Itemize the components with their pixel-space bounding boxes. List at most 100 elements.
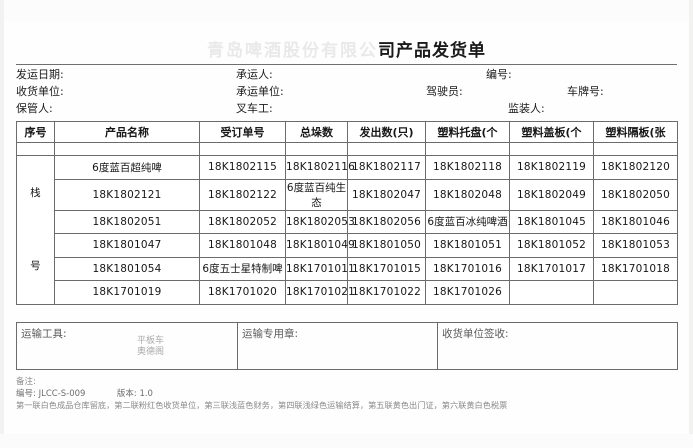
transport-tool-handwriting: 平板车 奥德阁: [137, 336, 164, 358]
spacer-cell: [347, 142, 426, 156]
cell-cover[interactable]: 18K1801052: [509, 233, 594, 258]
field-carrier-label: 承运人:: [236, 68, 273, 81]
cell-order-no[interactable]: 18K1802115: [199, 155, 286, 180]
header-row-2: 收货单位: 承运单位: 驾驶员: 车牌号:: [16, 83, 677, 100]
col-header-order-no: 受订单号: [199, 121, 286, 143]
cell-order-no[interactable]: 18K1802052: [199, 209, 286, 234]
cell-divider[interactable]: 18K1801046: [593, 209, 678, 234]
field-doc-number-label: 编号:: [486, 68, 512, 81]
field-plate-number-label: 车牌号:: [567, 85, 604, 98]
header-row-3: 保管人: 叉车工: 监装人:: [16, 100, 677, 117]
cell-pallet[interactable]: 18K1801051: [425, 233, 510, 258]
col-header-stack-qty: 总垛数: [285, 121, 348, 143]
cell-issued[interactable]: 18K1802117: [347, 155, 426, 180]
cell-product[interactable]: 18K1701019: [54, 280, 200, 305]
cell-divider[interactable]: 18K1701018: [593, 256, 678, 281]
transport-seal-label: 运输专用章:: [242, 328, 299, 340]
col-header-issued-qty: 发出数(只): [347, 121, 426, 143]
cell-product[interactable]: 6度蓝百超纯啤: [54, 155, 200, 180]
footer-table: 运输工具: 平板车 奥德阁 运输专用章: 收货单位签收:: [16, 322, 678, 370]
cell-divider[interactable]: 18K1802120: [593, 155, 678, 180]
table-row[interactable]: 18K1802121 18K1802122 6度蓝百纯生态 18K1802047…: [17, 178, 678, 211]
form-code-label: 编号:: [16, 389, 36, 399]
bottom-notes: 备注: 编号: JLCC-S-009 版本: 1.0 第一联白色成品仓库留底，第…: [16, 377, 686, 411]
index-column-cell: 栈 号: [16, 155, 55, 305]
table-row[interactable]: 18K1802051 18K1802052 18K1802053 18K1802…: [17, 209, 678, 234]
spacer-cell: [54, 142, 200, 156]
cell-issued[interactable]: 18K1701022: [347, 280, 426, 305]
remark-label: 备注:: [16, 377, 36, 387]
title-main-text: 司产品发货单: [378, 41, 486, 61]
footer-cell-transport-seal[interactable]: 运输专用章:: [237, 322, 438, 370]
cell-stack-qty[interactable]: 6度蓝百纯生态: [285, 178, 348, 211]
cell-product[interactable]: 18K1802121: [54, 178, 200, 211]
products-table: 序号 产品名称 受订单号 总垛数 发出数(只) 塑料托盘(个 塑料盖板(个 塑料…: [16, 121, 678, 305]
cell-cover[interactable]: [509, 280, 594, 305]
col-header-pallet: 塑料托盘(个: [425, 121, 510, 143]
cell-stack-qty[interactable]: 18K1802116: [285, 155, 355, 180]
table-row[interactable]: 栈 号 6度蓝百超纯啤 18K1802115 18K1802116 18K180…: [16, 155, 678, 305]
version-value: 1.0: [139, 389, 153, 399]
header-fields: 发运日期: 承运人: 编号: 收货单位: 承运单位: 驾驶员: 车牌号: 保管人…: [16, 66, 677, 118]
cell-pallet[interactable]: 18K1802048: [425, 178, 510, 211]
transport-tool-label: 运输工具:: [21, 328, 67, 340]
table-spacer-row: [16, 142, 678, 156]
footer-cell-transport-tool[interactable]: 运输工具: 平板车 奥德阁: [16, 322, 238, 370]
field-forklift-op-label: 叉车工:: [236, 102, 273, 115]
cell-product[interactable]: 18K1801047: [54, 233, 200, 258]
cell-issued[interactable]: 18K1802047: [347, 178, 426, 211]
col-header-divider: 塑料隔板(张: [593, 121, 678, 143]
version-label: 版本:: [116, 389, 137, 399]
cell-product[interactable]: 18K1801054: [54, 256, 200, 281]
cell-pallet[interactable]: 6度蓝百冰纯啤酒: [425, 209, 510, 234]
col-header-index: 序号: [16, 121, 55, 143]
handwriting-line-1: 平板车: [137, 336, 165, 346]
cell-stack-qty[interactable]: 18K1701011: [285, 256, 355, 281]
footer-row: 运输工具: 平板车 奥德阁 运输专用章: 收货单位签收:: [16, 322, 678, 370]
cell-order-no[interactable]: 6度五士星特制啤: [199, 256, 286, 281]
scan-margin-top: [0, 0, 693, 22]
table-row[interactable]: 18K1701019 18K1701020 18K1701021 18K1701…: [17, 280, 678, 305]
footer-cell-receiver-sign[interactable]: 收货单位签收:: [437, 322, 678, 370]
cell-cover[interactable]: 18K1701017: [509, 256, 594, 281]
cell-product[interactable]: 18K1802051: [54, 209, 200, 234]
cell-cover[interactable]: 18K1802049: [509, 178, 594, 211]
scan-margin-left: [0, 0, 4, 448]
cell-cover[interactable]: 18K1801045: [509, 209, 594, 234]
cell-stack-qty[interactable]: 18K1801049: [285, 233, 355, 258]
index-char-1: 栈: [30, 186, 41, 199]
cell-stack-qty[interactable]: 18K1802053: [285, 209, 355, 234]
cell-stack-qty[interactable]: 18K1701021: [285, 280, 355, 305]
spacer-cell: [593, 142, 678, 156]
copies-distribution-note: 第一联白色成品仓库留底，第二联粉红色收货单位，第三联浅蓝色财务，第四联浅绿色运输…: [16, 400, 508, 410]
receiver-sign-label: 收货单位签收:: [442, 328, 509, 340]
header-divider: [16, 64, 677, 65]
field-carrier-unit-label: 承运单位:: [236, 85, 284, 98]
cell-order-no[interactable]: 18K1701020: [199, 280, 286, 305]
spacer-index-cell: [16, 142, 55, 156]
form-code-value: JLCC-S-009: [38, 389, 86, 399]
handwriting-line-2: 奥德阁: [137, 347, 165, 357]
cell-issued[interactable]: 18K1801050: [347, 233, 426, 258]
field-ship-date-label: 发运日期:: [16, 68, 64, 81]
table-row[interactable]: 18K1801047 18K1801048 18K1801049 18K1801…: [17, 233, 678, 258]
cell-pallet[interactable]: 18K1802118: [425, 155, 510, 180]
table-row[interactable]: 18K1801054 6度五士星特制啤 18K1701011 18K170101…: [17, 256, 678, 281]
cell-order-no[interactable]: 18K1801048: [199, 233, 286, 258]
spacer-cell: [199, 142, 286, 156]
col-header-product: 产品名称: [54, 121, 200, 143]
cell-issued[interactable]: 18K1701015: [347, 256, 426, 281]
cell-divider[interactable]: [593, 280, 678, 305]
scan-margin-right: [689, 0, 693, 448]
spacer-cell: [509, 142, 594, 156]
cell-divider[interactable]: 18K1802050: [593, 178, 678, 211]
cell-pallet[interactable]: 18K1701016: [425, 256, 510, 281]
cell-order-no[interactable]: 18K1802122: [199, 178, 286, 211]
cell-divider[interactable]: 18K1801053: [593, 233, 678, 258]
cell-pallet[interactable]: 18K1701026: [425, 280, 510, 305]
field-load-supervisor-label: 监装人:: [508, 102, 545, 115]
field-custodian-label: 保管人:: [16, 102, 53, 115]
cell-issued[interactable]: 18K1802056: [347, 209, 426, 234]
cell-cover[interactable]: 18K1802119: [509, 155, 594, 180]
